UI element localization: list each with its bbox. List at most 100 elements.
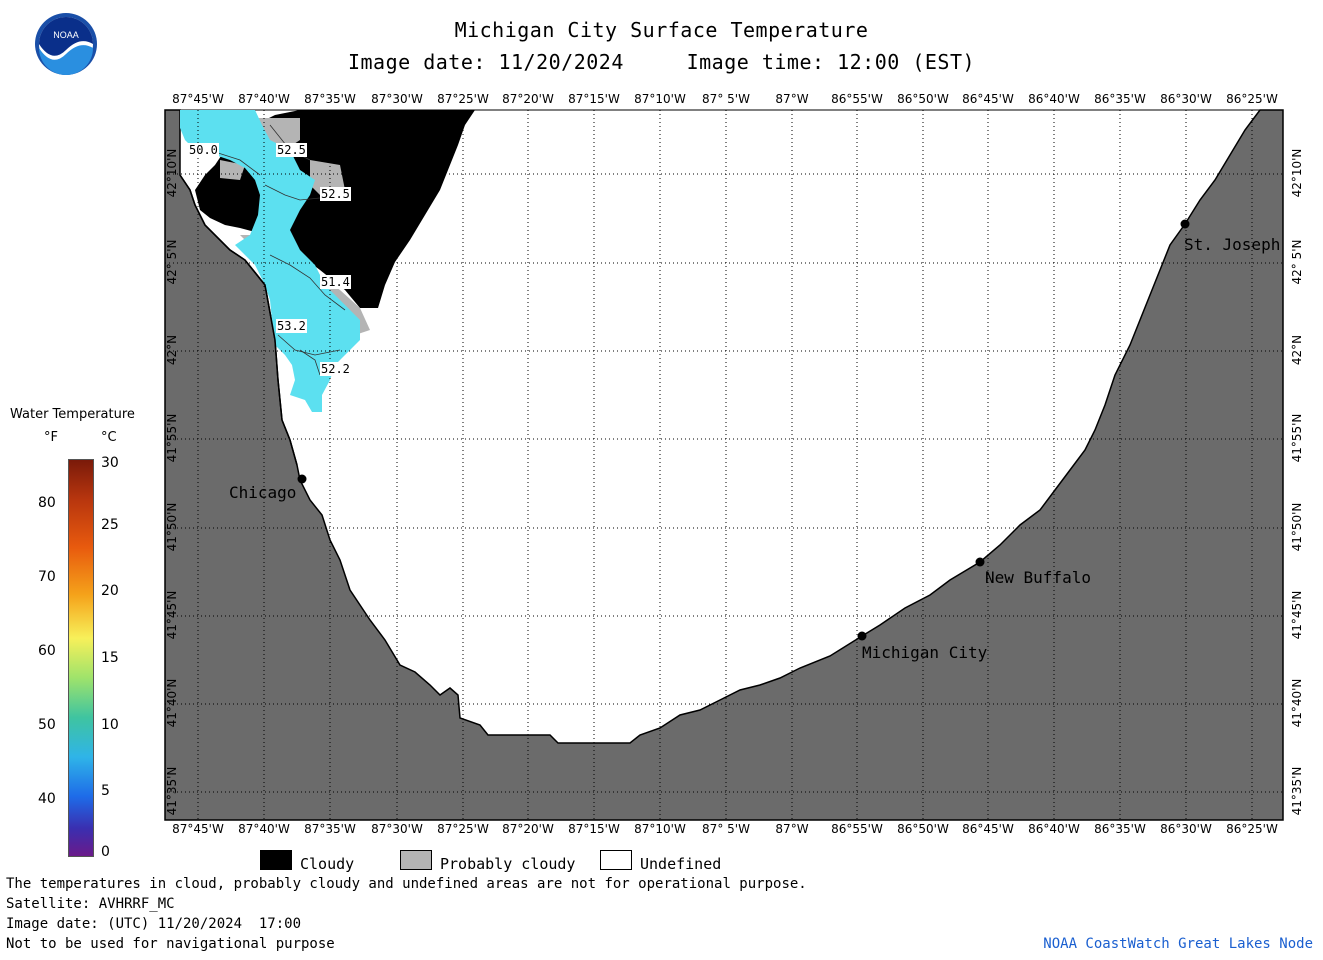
map-title: Michigan City Surface Temperature	[454, 18, 869, 42]
contour-label: 51.4	[320, 275, 351, 289]
coastline-west	[179, 174, 298, 466]
longitude-label: 86°55'W	[831, 92, 883, 106]
longitude-label: 86°50'W	[897, 92, 949, 106]
contour-label: 52.5	[276, 143, 307, 157]
longitude-label: 87°35'W	[304, 92, 356, 106]
longitude-label: 86°30'W	[1160, 822, 1212, 836]
latitude-label: 41°35'N	[165, 766, 179, 816]
city-label-michigan-city: Michigan City	[862, 643, 988, 662]
longitude-label: 87°15'W	[568, 822, 620, 836]
longitude-label: 87°40'W	[238, 92, 290, 106]
longitude-label: 87°20'W	[502, 822, 554, 836]
latitude-label: 41°50'N	[1290, 502, 1304, 552]
longitude-label: 86°25'W	[1226, 92, 1278, 106]
latitude-label: 42° 5'N	[1290, 239, 1304, 285]
latitude-label: 41°40'N	[1290, 678, 1304, 728]
water-temperature-region	[180, 110, 360, 412]
logo-text: NOAA	[53, 30, 79, 40]
unit-celsius: °C	[101, 430, 117, 445]
longitude-label: 86°25'W	[1226, 822, 1278, 836]
longitude-label: 86°55'W	[831, 822, 883, 836]
celsius-tick: 10	[101, 717, 119, 733]
longitude-label: 87°35'W	[304, 822, 356, 836]
footer-satellite: Satellite: AVHRRF_MC	[6, 896, 175, 912]
contour-lines	[189, 124, 346, 376]
temperature-colorbar	[68, 459, 94, 857]
fahrenheit-tick: 80	[38, 495, 56, 511]
latitude-label: 41°40'N	[165, 678, 179, 728]
fahrenheit-tick: 60	[38, 643, 56, 659]
longitude-label: 86°45'W	[962, 92, 1014, 106]
longitude-label: 87°15'W	[568, 92, 620, 106]
contour-label: 52.5	[320, 187, 351, 201]
latitude-label: 41°50'N	[165, 502, 179, 552]
fahrenheit-tick: 70	[38, 569, 56, 585]
longitude-label: 86°30'W	[1160, 92, 1212, 106]
celsius-tick: 0	[101, 844, 110, 860]
longitude-label: 87° 5'W	[702, 822, 750, 836]
latitude-label: 42°10'N	[165, 148, 179, 198]
longitude-label: 87°30'W	[371, 92, 423, 106]
latitude-label: 42°N	[1290, 334, 1304, 366]
contour-label: 52.2	[320, 362, 351, 376]
key-label-undefined: Undefined	[640, 855, 722, 873]
noaa-logo-icon: NOAA	[34, 12, 98, 76]
longitude-label: 87°W	[775, 92, 809, 106]
probably-cloudy-region	[220, 118, 370, 335]
city-label-st-joseph: St. Joseph	[1184, 235, 1281, 254]
image-date-line: Image date: 11/20/2024 Image time: 12:00…	[347, 50, 976, 74]
longitude-label: 87°40'W	[238, 822, 290, 836]
latitude-label: 42°N	[165, 334, 179, 366]
celsius-tick: 15	[101, 650, 119, 666]
latitude-label: 41°45'N	[165, 590, 179, 640]
longitude-label: 86°40'W	[1028, 822, 1080, 836]
latitude-label: 42° 5'N	[165, 239, 179, 285]
contour-label: 53.2	[276, 319, 307, 333]
longitude-label: 87°10'W	[634, 822, 686, 836]
longitude-label: 87°25'W	[437, 92, 489, 106]
fahrenheit-tick: 50	[38, 717, 56, 733]
celsius-tick: 5	[101, 783, 110, 799]
celsius-tick: 20	[101, 583, 119, 599]
celsius-tick: 30	[101, 455, 119, 471]
latitude-label: 41°35'N	[1290, 766, 1304, 816]
longitude-label: 87°30'W	[371, 822, 423, 836]
latitude-label: 41°45'N	[1290, 590, 1304, 640]
longitude-label: 86°40'W	[1028, 92, 1080, 106]
footer-navigation-note: Not to be used for navigational purpose	[6, 936, 335, 952]
legend-title: Water Temperature	[10, 407, 135, 422]
key-swatch-probably-cloudy	[400, 850, 432, 870]
unit-fahrenheit: °F	[44, 430, 58, 445]
longitude-label: 86°35'W	[1094, 822, 1146, 836]
key-label-probably-cloudy: Probably cloudy	[440, 855, 576, 873]
latitude-label: 41°55'N	[1290, 413, 1304, 463]
key-swatch-cloudy	[260, 850, 292, 870]
longitude-label: 86°45'W	[962, 822, 1014, 836]
city-dot-chicago	[297, 474, 307, 484]
longitude-label: 87°10'W	[634, 92, 686, 106]
city-dot-michigan-city	[857, 631, 867, 641]
city-label-new-buffalo: New Buffalo	[985, 568, 1091, 587]
longitude-label: 87°45'W	[172, 822, 224, 836]
city-label-chicago: Chicago	[229, 483, 297, 502]
longitude-label: 87°45'W	[172, 92, 224, 106]
longitude-label: 87°25'W	[437, 822, 489, 836]
fahrenheit-tick: 40	[38, 791, 56, 807]
contour-label: 50.0	[188, 143, 219, 157]
longitude-label: 86°50'W	[897, 822, 949, 836]
key-label-cloudy: Cloudy	[300, 855, 355, 873]
longitude-label: 87°20'W	[502, 92, 554, 106]
longitude-label: 87° 5'W	[702, 92, 750, 106]
city-dot-new-buffalo	[975, 557, 985, 567]
longitude-label: 86°35'W	[1094, 92, 1146, 106]
latitude-label: 41°55'N	[165, 413, 179, 463]
footer-disclaimer: The temperatures in cloud, probably clou…	[6, 876, 807, 892]
latitude-label: 42°10'N	[1290, 148, 1304, 198]
city-dot-st-joseph	[1180, 219, 1190, 229]
celsius-tick: 25	[101, 517, 119, 533]
longitude-label: 87°W	[775, 822, 809, 836]
footer-image-date: Image date: (UTC) 11/20/2024 17:00	[6, 916, 302, 932]
key-swatch-undefined	[600, 850, 632, 870]
footer-credit: NOAA CoastWatch Great Lakes Node	[1043, 936, 1313, 952]
